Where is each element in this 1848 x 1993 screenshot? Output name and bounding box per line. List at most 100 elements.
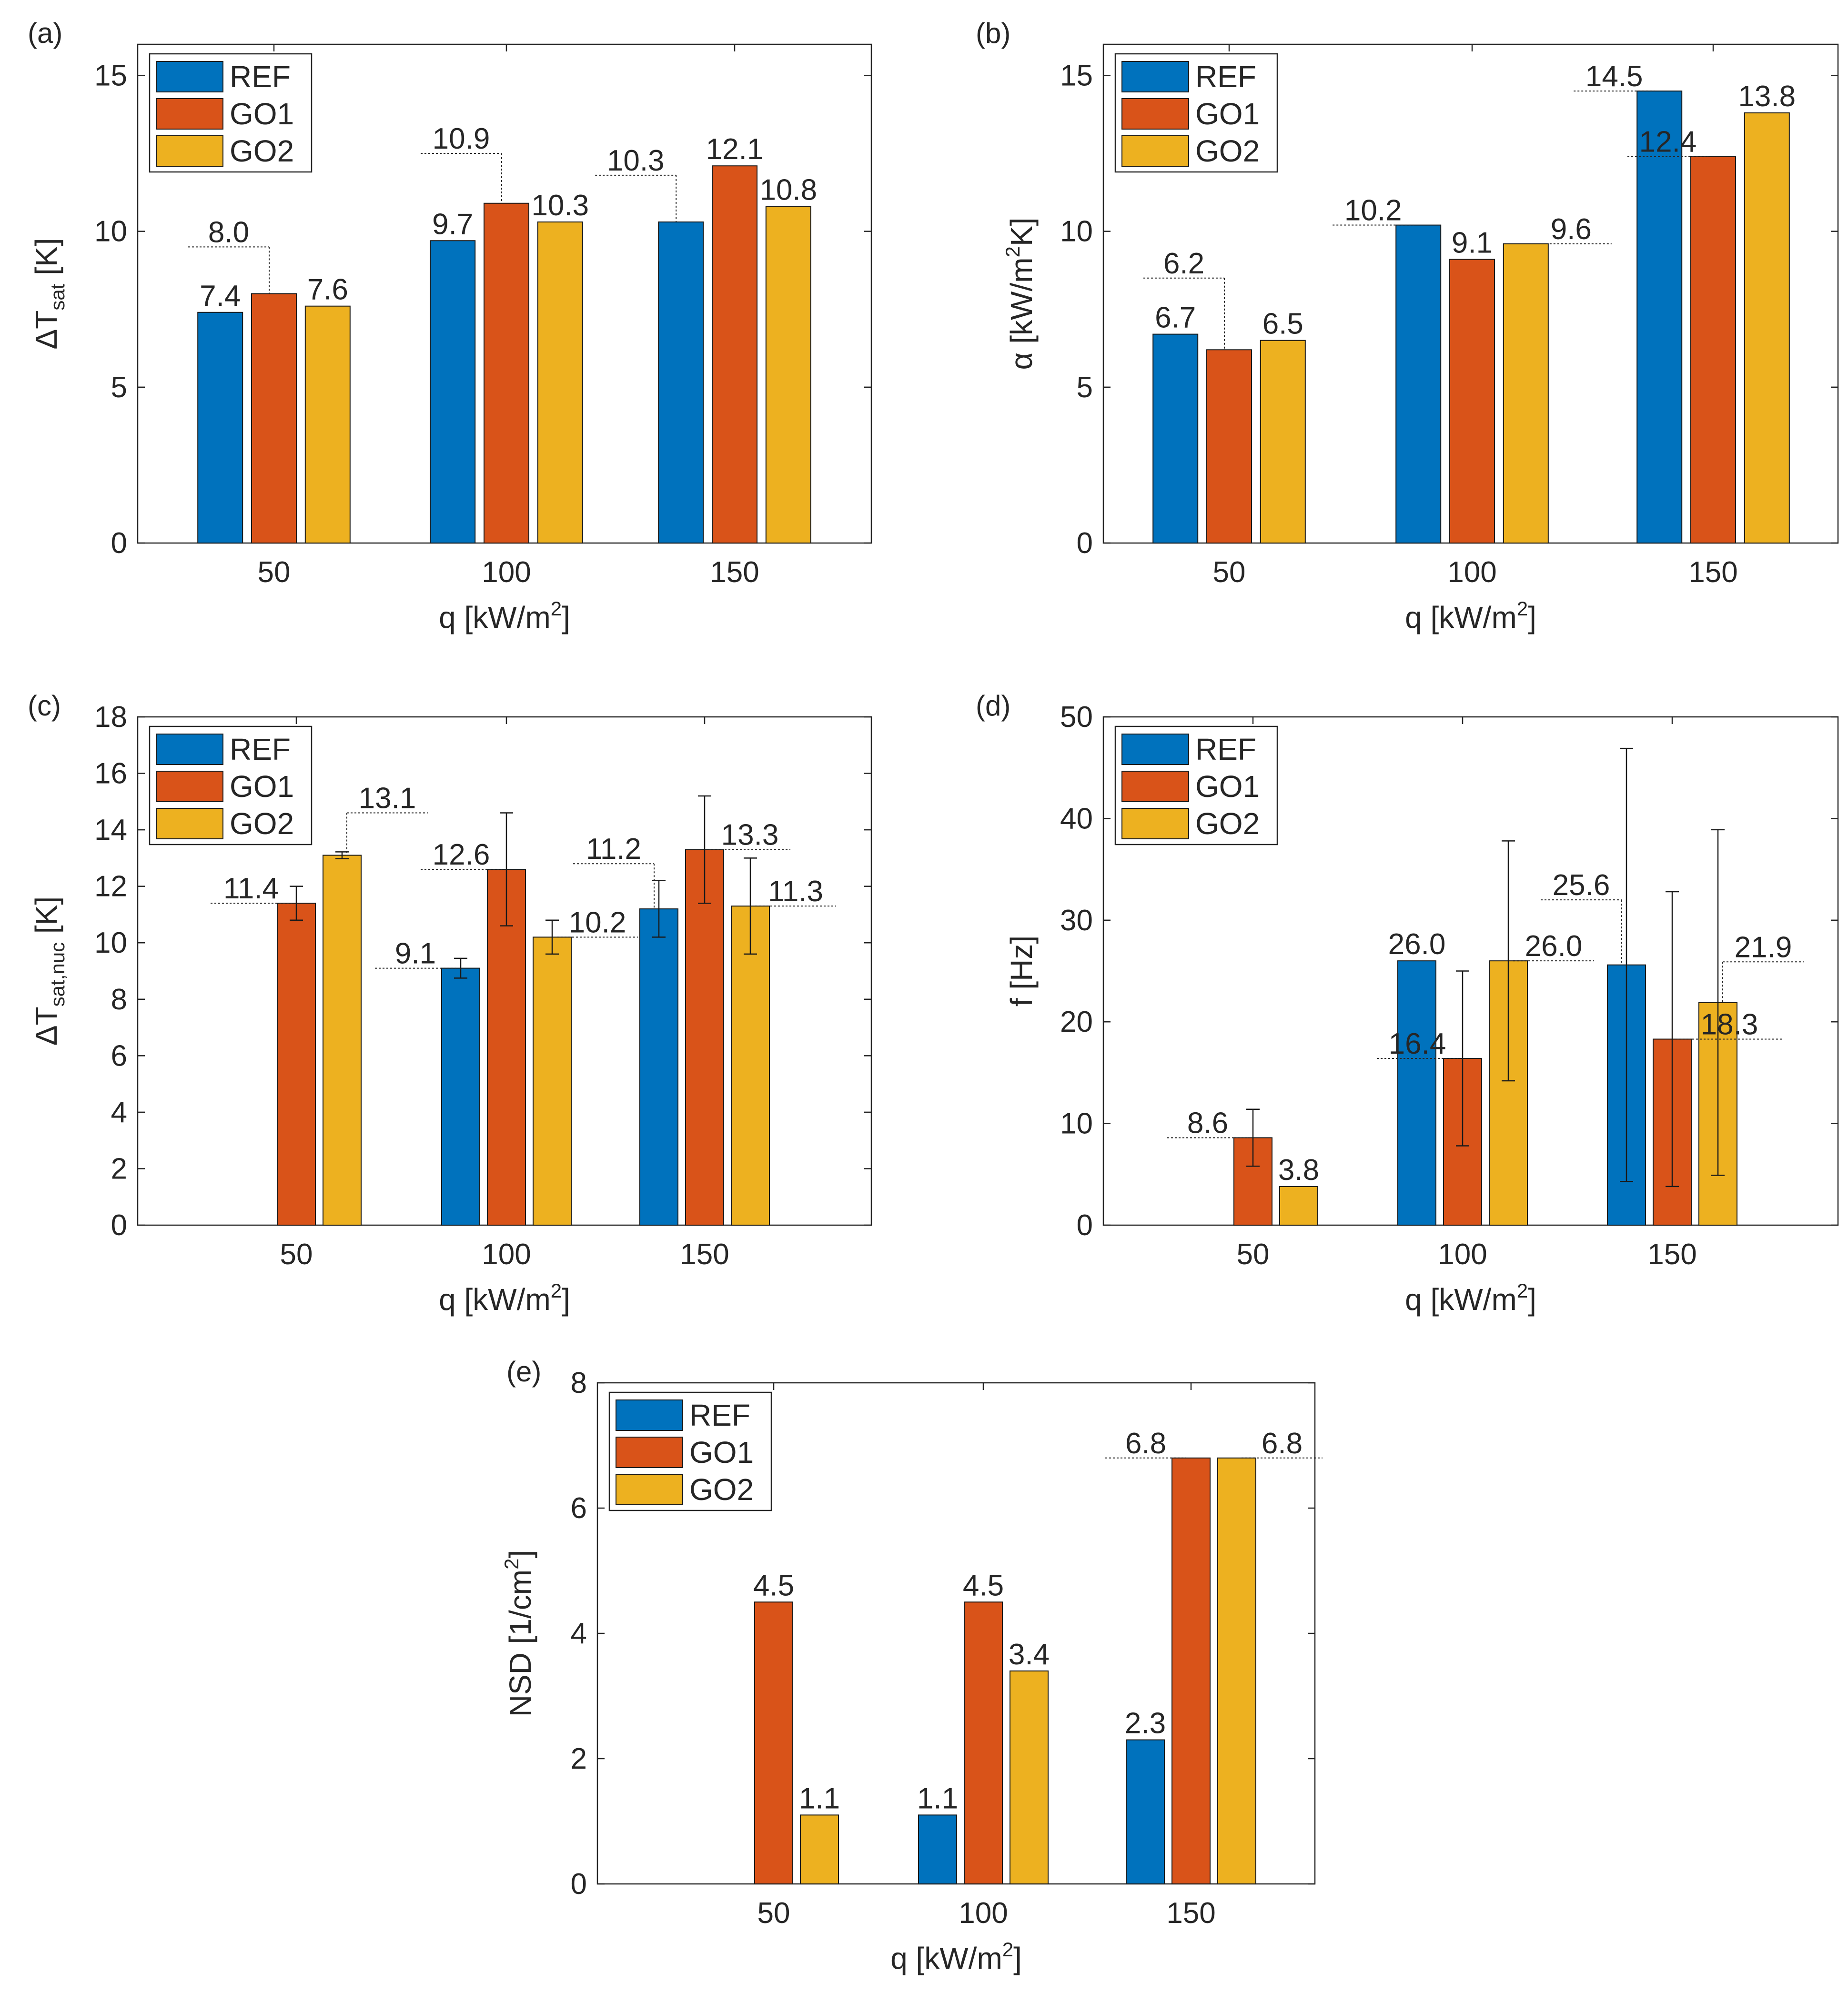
y-axis-label-sup: 2	[500, 1559, 523, 1570]
bar-go2	[765, 206, 811, 544]
y-tick-label: 6	[571, 1492, 587, 1525]
x-tick-label: 150	[1647, 1238, 1697, 1271]
y-tick-label: 10	[94, 215, 127, 248]
bar-ref	[1152, 333, 1199, 544]
y-axis-label-suffix: [K]	[29, 896, 63, 942]
legend-swatch-go1	[156, 771, 223, 802]
x-axis-label-main: q [kW/m	[1405, 1282, 1517, 1317]
data-label: 10.3	[531, 189, 589, 222]
bar-go2	[1744, 112, 1790, 544]
bar-go1	[1690, 156, 1736, 544]
data-label: 6.8	[1262, 1427, 1303, 1460]
bar-go2	[1217, 1457, 1256, 1885]
legend-swatch-go2	[616, 1474, 683, 1505]
y-tick-label: 20	[1060, 1006, 1093, 1038]
data-label: 6.2	[1163, 247, 1204, 280]
legend-label: GO1	[1195, 769, 1260, 804]
legend-label: REF	[1195, 60, 1256, 94]
legend-swatch-go2	[1121, 135, 1189, 167]
y-tick-label: 0	[111, 527, 127, 560]
x-axis-label-suffix: ]	[1013, 1941, 1022, 1975]
legend-label: GO2	[1195, 806, 1260, 841]
x-axis-label-sup: 2	[1517, 597, 1528, 620]
y-axis-label: α [kW/m2K]	[1001, 218, 1039, 370]
y-tick-label: 16	[94, 757, 127, 790]
bar-go2	[537, 221, 583, 544]
y-tick-label: 15	[94, 59, 127, 92]
legend-swatch-go2	[156, 135, 223, 167]
data-label: 12.6	[433, 838, 490, 871]
bar-ref	[1395, 224, 1442, 544]
bar-ref	[1636, 91, 1683, 544]
data-label: 9.1	[395, 937, 436, 970]
data-label: 11.3	[768, 875, 823, 908]
y-axis-label: f [Hz]	[1004, 936, 1039, 1007]
x-tick-label: 100	[482, 1238, 531, 1271]
data-label: 4.5	[963, 1569, 1004, 1602]
x-axis-label-sup: 2	[551, 1279, 562, 1302]
data-label: 9.7	[432, 208, 473, 241]
y-tick-label: 0	[111, 1209, 127, 1242]
legend-label: REF	[230, 732, 291, 766]
panel-label: (d)	[976, 690, 1010, 722]
x-axis-label-main: q [kW/m	[1405, 600, 1517, 634]
data-label: 1.1	[799, 1782, 840, 1815]
legend-swatch-go1	[1121, 98, 1189, 130]
bar-go1	[487, 869, 526, 1226]
bar-ref	[197, 312, 243, 544]
x-axis-label-sup: 2	[1002, 1938, 1013, 1961]
data-label: 25.6	[1553, 869, 1610, 902]
y-tick-label: 2	[571, 1742, 587, 1775]
x-axis-label-main: q [kW/m	[439, 1282, 551, 1317]
y-tick-label: 0	[1077, 1209, 1093, 1242]
bar-go1	[251, 293, 297, 544]
y-tick-label: 18	[94, 701, 127, 734]
y-tick-label: 10	[94, 926, 127, 959]
legend-label: GO1	[230, 97, 294, 131]
bar-go2	[731, 906, 770, 1226]
legend-label: GO1	[230, 769, 294, 804]
legend-label: REF	[1195, 732, 1256, 766]
bar-go1	[484, 202, 529, 544]
x-axis-label-suffix: ]	[562, 1282, 570, 1317]
data-label: 12.4	[1639, 126, 1697, 159]
bar-ref	[430, 240, 476, 544]
data-label: 11.4	[223, 872, 279, 905]
bar-go2	[1260, 340, 1306, 544]
bar-ref	[1397, 960, 1436, 1226]
bar-go1	[712, 165, 757, 544]
data-label: 13.8	[1738, 80, 1796, 113]
data-label: 11.2	[586, 833, 641, 866]
bar-go1	[685, 849, 724, 1226]
x-tick-label: 100	[1447, 556, 1496, 589]
legend-label: GO2	[230, 806, 294, 841]
y-axis-label: NSD [1/cm2]	[500, 1550, 537, 1717]
data-label: 14.5	[1585, 60, 1643, 93]
x-axis-label-suffix: ]	[562, 600, 570, 634]
panel-label: (e)	[506, 1356, 541, 1388]
bar-go1	[1171, 1457, 1211, 1885]
y-axis-label-main: α [kW/m	[1004, 257, 1039, 370]
y-axis-label-sub: sat,nuc	[46, 942, 69, 1007]
bar-go2	[533, 936, 572, 1226]
data-label: 6.5	[1262, 308, 1303, 341]
x-tick-label: 50	[258, 556, 291, 589]
y-axis-label-suffix: [K]	[29, 238, 63, 284]
bar-go1	[1449, 259, 1495, 544]
data-label: 26.0	[1388, 928, 1446, 961]
y-tick-label: 50	[1060, 701, 1093, 734]
y-axis-label-main: f [Hz]	[1004, 936, 1039, 1007]
y-axis-label: ΔTsat [K]	[29, 238, 69, 350]
data-label: 4.5	[753, 1569, 794, 1602]
data-label: 18.3	[1701, 1008, 1758, 1041]
y-axis-label-sup: 2	[1001, 246, 1024, 257]
legend-swatch-ref	[1121, 61, 1189, 92]
x-tick-label: 150	[680, 1238, 729, 1271]
x-axis-label-suffix: ]	[1528, 600, 1536, 634]
bar-go2	[1503, 243, 1549, 544]
x-axis-label: q [kW/m2]	[1405, 597, 1536, 634]
y-axis-label-main: ΔT	[29, 1007, 63, 1046]
